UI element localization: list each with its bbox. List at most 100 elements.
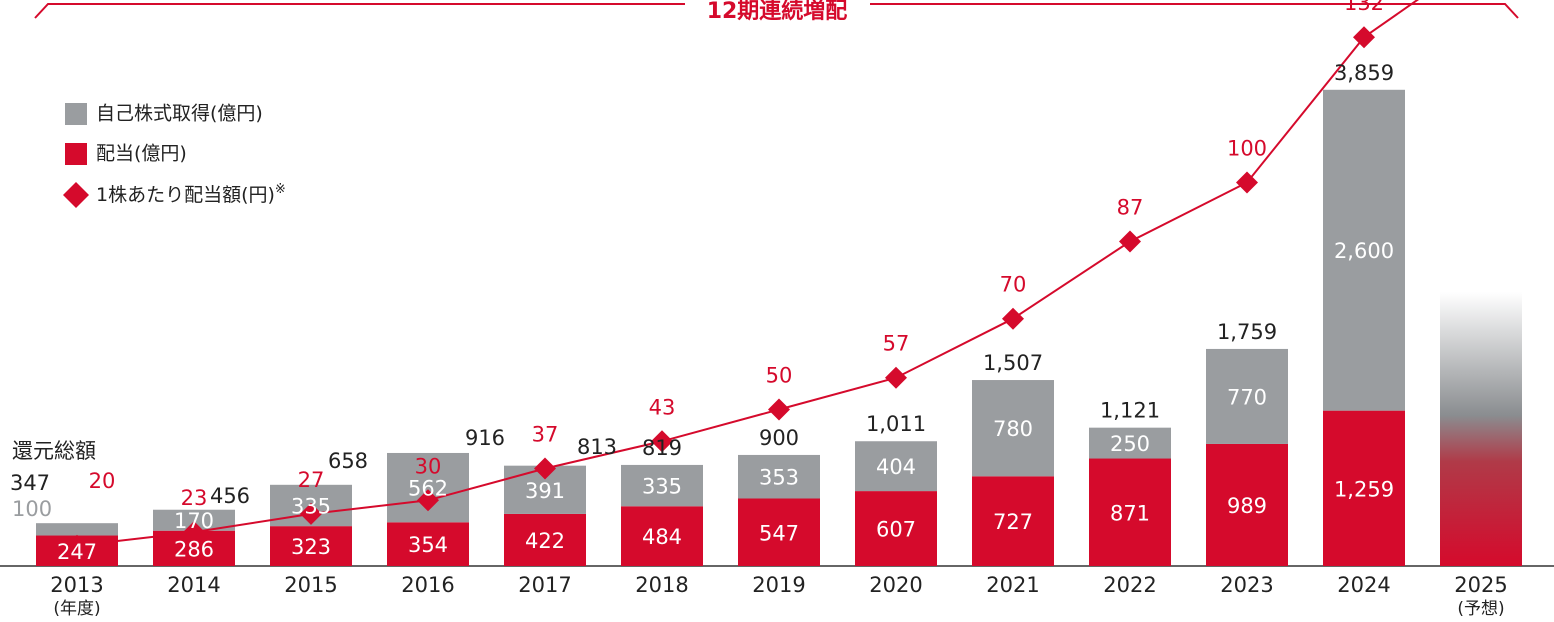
- x-tick-2014: 2014: [167, 573, 220, 597]
- label-total-2021: 1,507: [983, 351, 1043, 375]
- label-dps-2019: 50: [766, 364, 793, 388]
- label-dividend-2019: 547: [759, 521, 799, 545]
- label-dps-2021: 70: [1000, 273, 1027, 297]
- x-tick-2024: 2024: [1337, 573, 1390, 597]
- dps-point-2020: [885, 366, 907, 389]
- dps-point-2015: [300, 502, 322, 525]
- label-dps-2013: 20: [89, 469, 116, 493]
- dps-point-2017: [534, 457, 556, 480]
- label-dividend-2022: 871: [1110, 501, 1150, 525]
- dps-line-layer: [66, 0, 1420, 557]
- x-tick-2025: 2025: [1454, 573, 1507, 597]
- label-total-2016: 916: [465, 426, 505, 450]
- label-total-2014: 456: [210, 484, 250, 508]
- dps-point-2018: [651, 430, 673, 453]
- legend-label-dividend: 配当(億円): [96, 143, 187, 165]
- x-tick-2015: 2015: [284, 573, 337, 597]
- label-dividend-2016: 354: [408, 533, 448, 557]
- x-tick-2019: 2019: [752, 573, 805, 597]
- bar-buyback-2021: [972, 380, 1054, 477]
- bar-dividend-2022: [1089, 458, 1171, 566]
- x-tick-2018: 2018: [635, 573, 688, 597]
- label-buyback-2013: 100: [12, 497, 52, 521]
- legend-label-buyback: 自己株式取得(億円): [96, 103, 263, 125]
- label-dps-2016: 30: [415, 454, 442, 478]
- banner-bracket-left: [34, 3, 685, 19]
- label-buyback-2016: 562: [408, 477, 448, 501]
- bar-buyback-2020: [855, 441, 937, 492]
- x-axis: 2013(年度) 2014 2015 2016 2017 2018 2019 2020 2021…: [50, 573, 1507, 619]
- legend: 自己株式取得(億円) 配当(億円) 1株あたり配当額(円)※: [63, 103, 286, 208]
- label-total-2022: 1,121: [1100, 399, 1160, 423]
- label-dividend-2015: 323: [291, 535, 331, 559]
- label-dps-2015: 27: [298, 468, 325, 492]
- label-buyback-2024: 2,600: [1334, 239, 1394, 263]
- bar-forecast-2025: [1440, 292, 1522, 566]
- total-annotation-label: 還元総額: [12, 439, 96, 463]
- x-sublabel-2025: (予想): [1457, 599, 1504, 619]
- label-dps-2022: 87: [1117, 196, 1144, 220]
- bar-dividend-2024: [1323, 410, 1405, 566]
- bar-dividend-2015: [270, 526, 352, 566]
- legend-swatch-dividend: [65, 143, 87, 165]
- bar-dividend-2019: [738, 498, 820, 566]
- label-buyback-2015: 335: [291, 494, 331, 518]
- dps-point-2024: [1353, 26, 1375, 49]
- label-total-2013: 347: [10, 471, 50, 495]
- label-buyback-2019: 353: [759, 466, 799, 490]
- dps-point-2014: [183, 521, 205, 544]
- label-total-2023: 1,759: [1217, 320, 1277, 344]
- label-buyback-2017: 391: [525, 479, 565, 503]
- label-dps-2023: 100: [1227, 137, 1267, 161]
- bar-dividend-2021: [972, 476, 1054, 566]
- label-dividend-2018: 484: [642, 525, 682, 549]
- label-total-2024: 3,859: [1334, 61, 1394, 85]
- bar-dividend-2020: [855, 491, 937, 566]
- label-total-2015: 658: [328, 449, 368, 473]
- x-tick-2023: 2023: [1220, 573, 1273, 597]
- x-tick-2020: 2020: [869, 573, 922, 597]
- label-buyback-2023: 770: [1227, 385, 1267, 409]
- dps-point-2022: [1119, 230, 1141, 253]
- banner: 12期連続増配: [34, 0, 1519, 24]
- label-dividend-2014: 286: [174, 537, 214, 561]
- dps-point-2013: [66, 534, 88, 557]
- label-dividend-2020: 607: [876, 518, 916, 542]
- label-buyback-2014: 170: [174, 509, 214, 533]
- label-total-2019: 900: [759, 426, 799, 450]
- legend-label-dps: 1株あたり配当額(円)※: [96, 182, 286, 206]
- bar-dividend-2018: [621, 506, 703, 566]
- x-tick-2016: 2016: [401, 573, 454, 597]
- bar-buyback-2022: [1089, 427, 1171, 459]
- x-sublabel-2013: (年度): [53, 599, 100, 619]
- label-dividend-2013: 247: [57, 540, 97, 564]
- dps-point-2021: [1002, 307, 1024, 330]
- bar-layer: [36, 89, 1522, 566]
- bar-buyback-2019: [738, 454, 820, 499]
- label-dps-2018: 43: [649, 395, 676, 419]
- label-buyback-2018: 335: [642, 475, 682, 499]
- banner-text: 12期連続増配: [707, 0, 848, 24]
- bar-dividend-2017: [504, 513, 586, 566]
- label-dps-2017: 37: [532, 423, 559, 447]
- x-tick-2013: 2013: [50, 573, 103, 597]
- label-dividend-2023: 989: [1227, 494, 1267, 518]
- legend-note-mark: ※: [275, 182, 286, 197]
- bar-buyback-2023: [1206, 348, 1288, 444]
- label-buyback-2020: 404: [876, 455, 916, 479]
- dps-point-2019: [768, 398, 790, 421]
- bar-buyback-2013: [36, 523, 118, 536]
- banner-bracket-right: [870, 3, 1519, 19]
- x-tick-2017: 2017: [518, 573, 571, 597]
- dps-point-2016: [417, 489, 439, 512]
- label-dividend-2017: 422: [525, 529, 565, 553]
- x-tick-2022: 2022: [1103, 573, 1156, 597]
- label-total-2017: 813: [577, 435, 617, 459]
- label-dividend-2021: 727: [993, 510, 1033, 534]
- bar-dividend-2023: [1206, 443, 1288, 566]
- label-dividend-2024: 1,259: [1334, 477, 1394, 501]
- label-dps-2020: 57: [883, 332, 910, 356]
- label-dps-2014: 23: [181, 486, 208, 510]
- label-buyback-2021: 780: [993, 417, 1033, 441]
